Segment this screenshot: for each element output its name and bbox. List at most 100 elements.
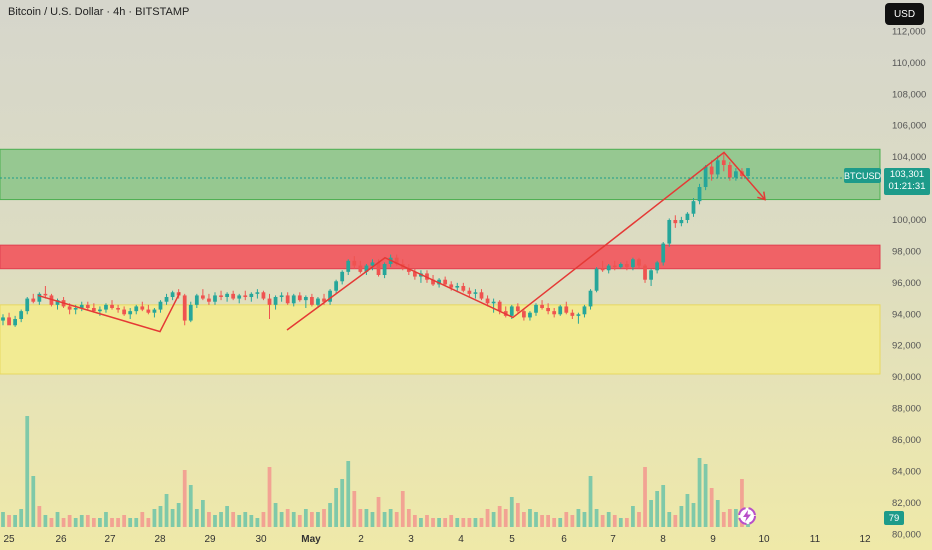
volume-bar — [400, 491, 405, 527]
volume-bar — [691, 503, 696, 527]
candle-body — [334, 281, 339, 291]
candle-body — [412, 271, 417, 277]
volume-bar — [170, 509, 175, 527]
volume-bar — [31, 476, 36, 527]
volume-bar — [515, 503, 520, 527]
candle-body — [249, 293, 254, 297]
candle-body — [37, 293, 42, 302]
candle-body — [310, 297, 314, 305]
candle-body — [364, 265, 369, 272]
candle-body — [437, 279, 441, 285]
candle-body — [661, 243, 666, 263]
volume-bar — [237, 515, 242, 527]
candle-body — [303, 297, 308, 301]
volume-bar — [243, 512, 248, 527]
x-tick-label: 12 — [859, 534, 871, 545]
volume-bar — [128, 518, 133, 527]
volume-bar — [13, 515, 17, 527]
candle-body — [207, 298, 211, 302]
candle-body — [546, 308, 550, 312]
candle-body — [455, 286, 460, 288]
x-tick-label: 25 — [3, 534, 15, 545]
candle-body — [588, 290, 593, 307]
volume-bar — [618, 518, 623, 527]
volume-bar — [419, 518, 423, 527]
candle-body — [194, 295, 199, 305]
volume-bar — [346, 461, 351, 527]
y-tick-label: 84,000 — [892, 466, 921, 477]
candle-body — [491, 301, 496, 304]
candle-body — [128, 311, 133, 315]
candle-body — [31, 298, 36, 302]
volume-bar — [67, 515, 72, 527]
candle-body — [316, 298, 320, 305]
candle-body — [394, 257, 399, 264]
candle-body — [582, 306, 587, 315]
candle-body — [104, 304, 108, 310]
volume-bar — [546, 515, 550, 527]
candle-body — [564, 306, 569, 313]
candle-body — [261, 292, 266, 299]
volume-bar — [661, 485, 666, 527]
volume-bar — [116, 518, 120, 527]
candle-body — [673, 220, 678, 224]
volume-bar — [594, 509, 599, 527]
candle-body — [158, 301, 163, 310]
volume-bar — [291, 512, 296, 527]
y-tick-label: 94,000 — [892, 309, 921, 320]
x-tick-label: 28 — [154, 534, 166, 545]
candle-body — [273, 297, 278, 305]
x-tick-label: 27 — [104, 534, 116, 545]
volume-bar — [85, 515, 90, 527]
candle-body — [679, 220, 684, 224]
candle-body — [624, 264, 629, 268]
candle-body — [358, 265, 363, 272]
candle-body — [382, 264, 387, 275]
volume-bar — [637, 512, 641, 527]
trend-annotation — [286, 151, 766, 331]
currency-button[interactable]: USD — [885, 3, 924, 25]
candle-body — [43, 293, 48, 296]
volume-bar — [709, 488, 714, 527]
x-axis[interactable]: 25 26 27 28 29 30 May 2 3 4 5 6 7 8 9 10 11 12 — [3, 534, 871, 545]
volume-bar — [473, 518, 478, 527]
volume-bar — [146, 518, 151, 527]
candle-body — [19, 311, 24, 319]
volume-bar — [740, 479, 744, 527]
volume-bar — [134, 518, 139, 527]
y-tick-label: 86,000 — [892, 435, 921, 446]
candle-body — [85, 304, 90, 308]
candle-body — [558, 306, 563, 315]
candle-body — [225, 293, 229, 297]
volume-bar — [1, 512, 5, 527]
volume-bar — [727, 509, 732, 527]
chart-title: Bitcoin / U.S. Dollar · 4h · BITSTAMP — [8, 6, 190, 18]
volume-bar — [540, 515, 544, 527]
volume-bar — [370, 512, 375, 527]
volume-bar — [443, 518, 448, 527]
volume-bar — [455, 518, 460, 527]
candle-body — [443, 279, 448, 285]
volume-bar — [261, 512, 266, 527]
y-axis[interactable]: 112,000110,000108,000106,000104,000102,0… — [892, 26, 926, 540]
candle-body — [522, 311, 526, 318]
candle-body — [721, 160, 726, 165]
volume-bar — [606, 512, 611, 527]
volume-bar — [249, 515, 254, 527]
volume-bar — [79, 515, 84, 527]
y-tick-label: 100,000 — [892, 215, 926, 226]
volume-layer — [1, 416, 750, 527]
volume-bar — [509, 497, 514, 527]
y-tick-label: 106,000 — [892, 121, 926, 132]
candle-body — [285, 295, 290, 304]
volume-bar — [491, 512, 496, 527]
candle-body — [267, 298, 272, 305]
volume-bar — [104, 512, 108, 527]
volume-bar — [164, 494, 169, 527]
candle-body — [279, 295, 284, 297]
candle-body — [697, 187, 702, 202]
y-tick-label: 110,000 — [892, 58, 926, 69]
volume-bar — [643, 467, 647, 527]
lightning-logo-icon[interactable] — [737, 506, 757, 526]
candle-body — [146, 309, 151, 313]
